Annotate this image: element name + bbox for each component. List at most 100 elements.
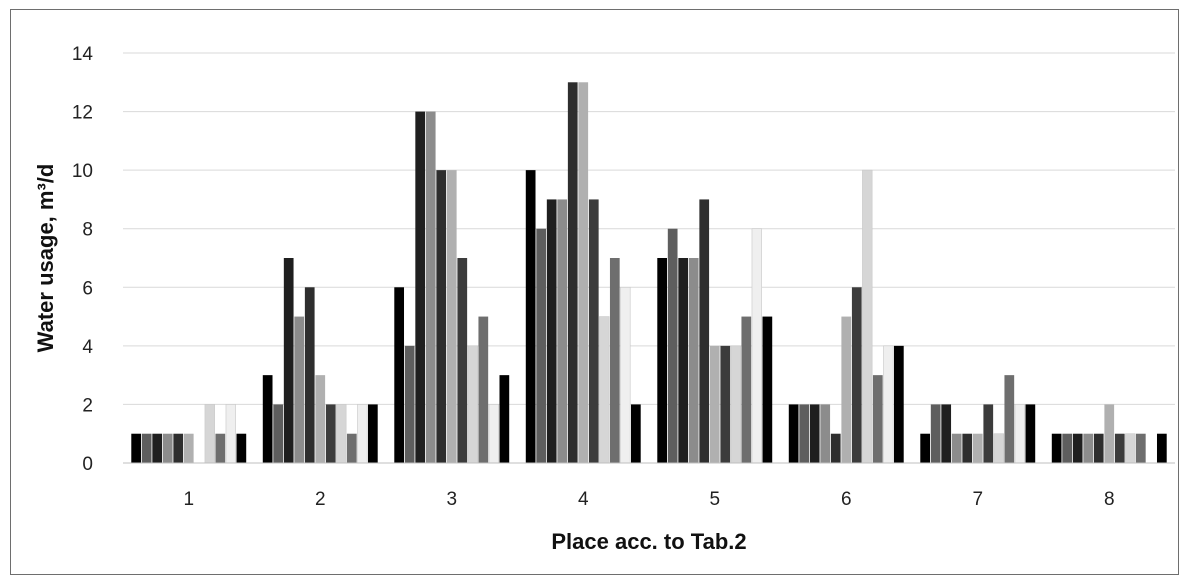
bar [273, 404, 284, 463]
bar [467, 345, 478, 464]
bar [688, 258, 699, 463]
bar [820, 404, 831, 463]
y-tick-label: 6 [82, 278, 93, 299]
bar [315, 375, 326, 463]
bar [720, 345, 731, 463]
bar [699, 199, 710, 463]
bar [525, 170, 536, 463]
bar [225, 404, 236, 464]
bars [131, 82, 1167, 464]
bar [993, 433, 1004, 464]
bar [578, 82, 589, 464]
bar [872, 375, 883, 463]
bar [1051, 433, 1062, 463]
x-tick-label: 2 [315, 489, 326, 510]
x-tick-label: 1 [183, 489, 194, 510]
bar [883, 345, 894, 464]
bar [930, 404, 941, 463]
bar [630, 404, 641, 463]
y-tick-label: 8 [82, 220, 93, 241]
bar [962, 433, 973, 463]
y-tick-label: 0 [82, 454, 93, 475]
bar [425, 111, 436, 464]
bar [1062, 433, 1073, 463]
bar [762, 316, 773, 463]
bar [599, 316, 610, 464]
y-tick-labels: 0 2 4 6 8 10 12 14 [72, 44, 94, 475]
bar [404, 345, 415, 463]
bar [536, 228, 547, 463]
bar [478, 316, 489, 463]
bar [1135, 433, 1146, 463]
bar [262, 375, 273, 463]
bar [152, 433, 163, 463]
bar [436, 170, 447, 463]
bar [162, 433, 173, 463]
bar [1004, 375, 1015, 463]
bar [173, 433, 184, 463]
bar [730, 345, 741, 464]
bar [657, 258, 668, 463]
gridlines [123, 52, 1175, 405]
bar [394, 287, 405, 463]
bar [1104, 404, 1115, 463]
bar [941, 404, 952, 463]
bar [741, 316, 752, 463]
bar [415, 111, 426, 464]
bar [294, 316, 305, 463]
x-tick-label: 5 [709, 489, 720, 510]
bar [951, 433, 962, 463]
bar [920, 433, 931, 463]
bar [457, 258, 468, 463]
bar [446, 170, 457, 463]
bar [609, 258, 620, 463]
bar [1025, 404, 1036, 463]
y-tick-label: 12 [72, 103, 93, 124]
bar [1156, 433, 1167, 463]
bar [620, 286, 631, 464]
y-axis-title: Water usage, m³/d [33, 164, 58, 353]
bar [862, 169, 873, 464]
bar [325, 404, 336, 463]
bar [799, 404, 810, 463]
bar [972, 433, 983, 463]
bar [367, 404, 378, 463]
bar [841, 316, 852, 463]
bar [788, 404, 799, 463]
x-tick-label: 3 [446, 489, 457, 510]
bar [215, 433, 226, 463]
bar [1014, 404, 1025, 464]
x-tick-label: 4 [578, 489, 589, 510]
bar [499, 375, 510, 463]
bar [1114, 433, 1125, 463]
bar [304, 287, 315, 463]
bar [546, 199, 557, 463]
bar [183, 433, 194, 463]
bar [751, 228, 762, 464]
bar [1093, 433, 1104, 463]
bar [1125, 433, 1136, 464]
bar [357, 404, 368, 464]
bar [141, 433, 152, 463]
bar [809, 404, 820, 463]
bar [283, 258, 294, 463]
bar [588, 199, 599, 463]
x-axis-title: Place acc. to Tab.2 [551, 529, 746, 554]
bar [893, 345, 904, 463]
bar [336, 404, 347, 464]
bar [667, 228, 678, 463]
y-tick-label: 14 [72, 44, 94, 65]
y-tick-label: 10 [72, 161, 93, 182]
bar [851, 287, 862, 463]
y-tick-label: 4 [82, 337, 93, 358]
bar [830, 433, 841, 463]
y-tick-label: 2 [82, 395, 93, 416]
bar [204, 404, 215, 464]
x-tick-label: 7 [972, 489, 983, 510]
bar [709, 345, 720, 463]
bar [1072, 433, 1083, 463]
bar [488, 404, 499, 464]
x-tick-labels: 1 2 3 4 5 6 7 8 [183, 489, 1114, 510]
